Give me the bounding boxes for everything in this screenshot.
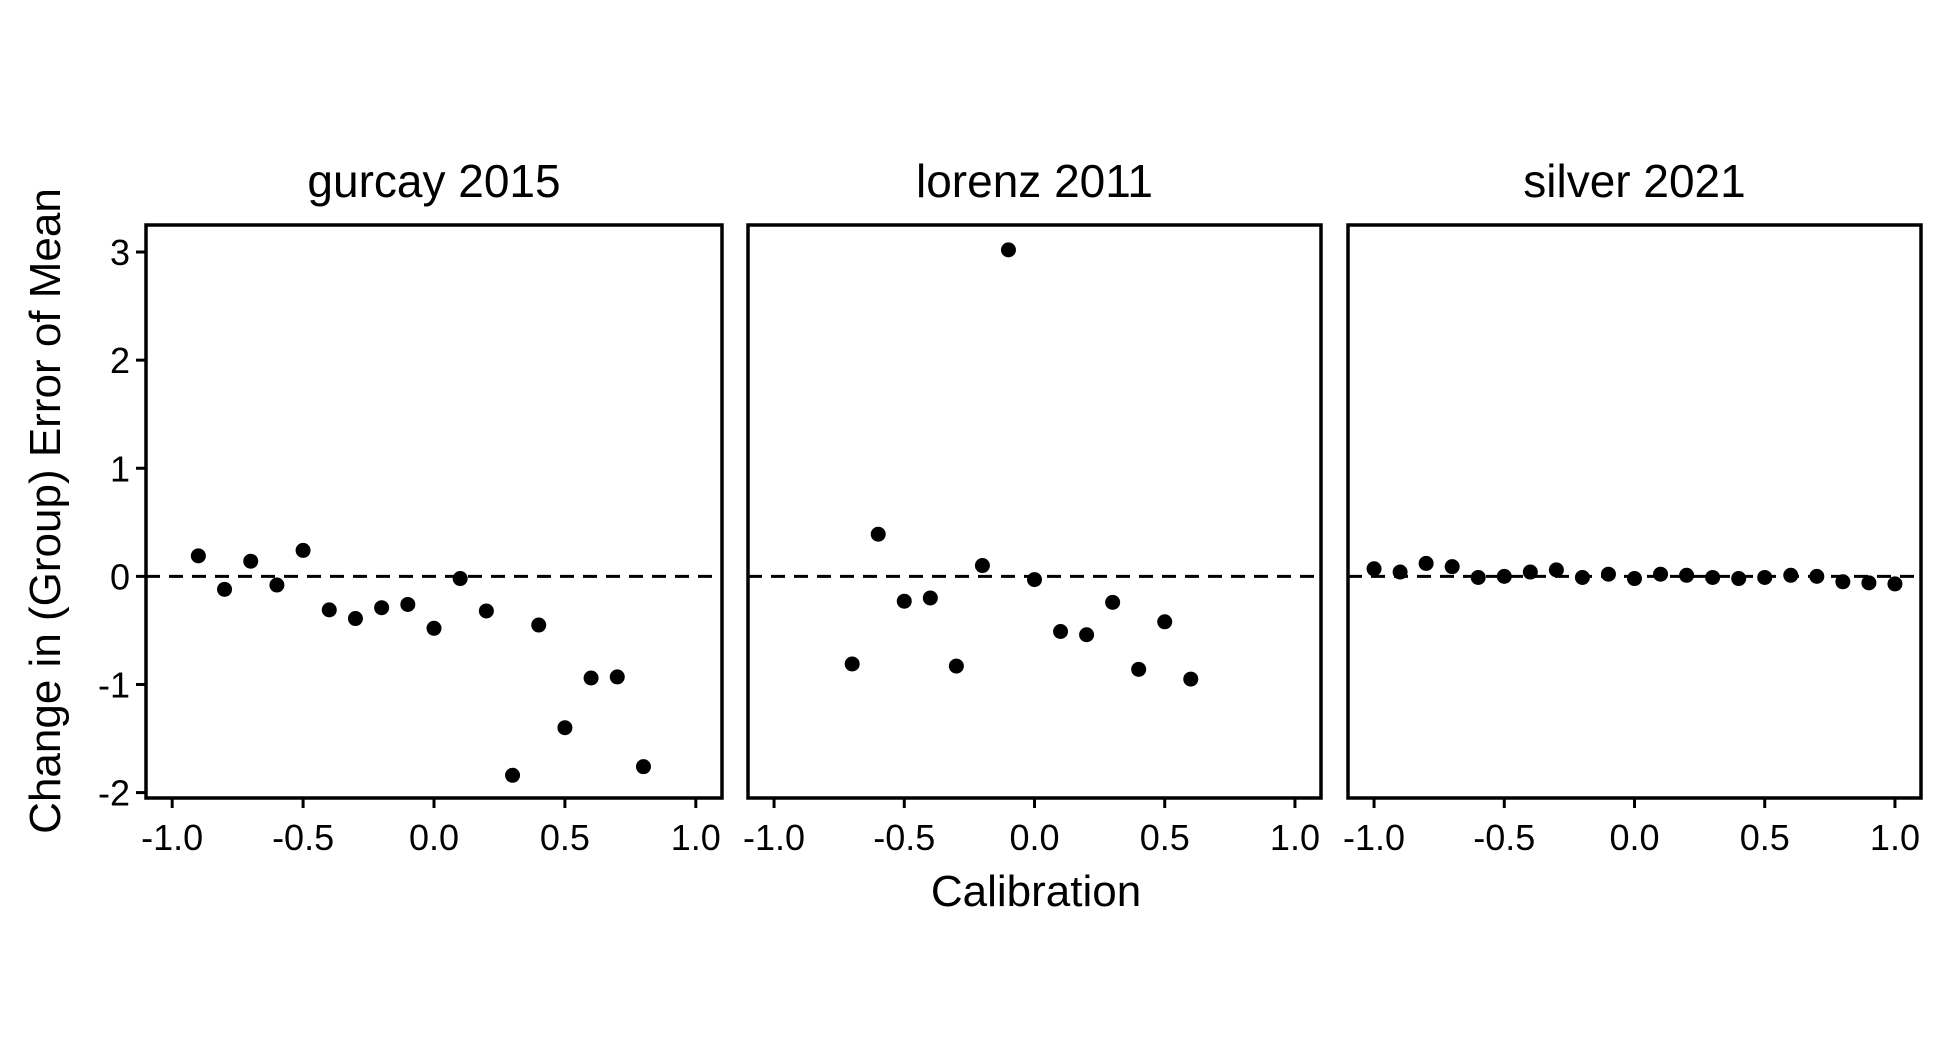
data-point bbox=[1835, 574, 1851, 590]
y-tick-label: 3 bbox=[110, 232, 130, 273]
y-tick-label: 1 bbox=[110, 448, 130, 489]
facet-title: lorenz 2011 bbox=[916, 155, 1153, 207]
x-tick-label: -1.0 bbox=[743, 817, 805, 858]
data-point bbox=[1079, 627, 1095, 643]
data-point bbox=[1679, 567, 1695, 583]
data-point bbox=[400, 596, 416, 612]
y-tick-label: -2 bbox=[98, 773, 130, 814]
data-point bbox=[1027, 572, 1042, 588]
x-tick-label: 0.5 bbox=[540, 817, 590, 858]
data-point bbox=[1053, 624, 1069, 640]
data-point bbox=[870, 526, 886, 542]
data-point bbox=[1105, 594, 1121, 610]
data-point bbox=[347, 611, 363, 627]
x-tick-label: 0.0 bbox=[409, 817, 459, 858]
panel-border bbox=[144, 223, 724, 800]
data-point bbox=[557, 720, 573, 736]
facet-panel: silver 2021 -1.0 -0.5 0.0 0.5 1.0 bbox=[1343, 155, 1923, 858]
data-point bbox=[635, 759, 651, 775]
data-point bbox=[478, 603, 494, 619]
data-point bbox=[1000, 242, 1016, 258]
data-point bbox=[1809, 568, 1825, 584]
data-point bbox=[1600, 566, 1616, 582]
data-point bbox=[1522, 564, 1538, 580]
data-point bbox=[844, 656, 860, 672]
x-tick-label: 0.5 bbox=[1740, 817, 1790, 858]
x-axis-title: Calibration bbox=[931, 867, 1141, 916]
data-point bbox=[1861, 575, 1877, 591]
data-point bbox=[583, 670, 599, 686]
y-tick-label: 0 bbox=[110, 556, 130, 597]
data-point bbox=[217, 581, 233, 597]
data-point bbox=[190, 548, 206, 564]
data-point bbox=[922, 590, 938, 606]
panel-border bbox=[1346, 223, 1923, 800]
x-tick-label: 0.5 bbox=[1140, 817, 1190, 858]
data-point bbox=[1444, 559, 1460, 575]
data-point bbox=[321, 602, 337, 618]
x-tick-label: 1.0 bbox=[1870, 817, 1920, 858]
data-point bbox=[1731, 571, 1747, 587]
panel-border bbox=[746, 223, 1323, 800]
x-tick-label: -1.0 bbox=[1343, 817, 1405, 858]
data-point bbox=[1418, 555, 1434, 571]
data-point bbox=[1183, 671, 1199, 687]
data-point bbox=[1157, 614, 1173, 630]
facet-title: gurcay 2015 bbox=[307, 155, 560, 207]
data-point bbox=[1574, 569, 1590, 585]
data-point bbox=[295, 542, 311, 558]
data-point bbox=[948, 658, 964, 674]
data-point bbox=[1627, 571, 1642, 587]
data-point bbox=[896, 593, 912, 609]
data-point bbox=[1783, 567, 1799, 583]
data-point bbox=[1131, 661, 1147, 677]
data-point bbox=[1653, 566, 1669, 582]
data-point bbox=[374, 600, 390, 616]
data-point bbox=[1496, 568, 1512, 584]
y-axis-title: Change in (Group) Error of Mean bbox=[21, 188, 70, 834]
data-point bbox=[269, 577, 285, 593]
y-tick-label: -1 bbox=[98, 664, 130, 705]
x-tick-label: -0.5 bbox=[873, 817, 935, 858]
y-tick-label: 2 bbox=[110, 340, 130, 381]
data-point bbox=[1470, 569, 1486, 585]
x-tick-label: -0.5 bbox=[1473, 817, 1535, 858]
facets-layer: gurcay 2015 -1.0 -0.5 0.0 0.5 1.0 -2 -1 0 1 2 3 lore… bbox=[98, 155, 1923, 858]
x-tick-label: 0.0 bbox=[1609, 817, 1659, 858]
data-point bbox=[974, 558, 990, 574]
data-point bbox=[531, 617, 547, 633]
data-point bbox=[609, 669, 625, 685]
data-point bbox=[1757, 569, 1773, 585]
facet-panel: lorenz 2011 -1.0 -0.5 0.0 0.5 1.0 bbox=[743, 155, 1323, 858]
x-tick-label: 1.0 bbox=[1270, 817, 1320, 858]
data-point bbox=[1705, 569, 1721, 585]
x-tick-label: 1.0 bbox=[671, 817, 721, 858]
data-point bbox=[505, 767, 521, 783]
data-point bbox=[452, 571, 468, 587]
data-point bbox=[1366, 561, 1382, 577]
data-point bbox=[1392, 564, 1408, 580]
x-tick-label: -0.5 bbox=[272, 817, 334, 858]
facet-panel: gurcay 2015 -1.0 -0.5 0.0 0.5 1.0 -2 -1 0 1 2 3 bbox=[98, 155, 724, 858]
x-tick-label: 0.0 bbox=[1009, 817, 1059, 858]
data-point bbox=[243, 553, 259, 569]
facet-title: silver 2021 bbox=[1523, 155, 1745, 207]
data-point bbox=[426, 620, 442, 636]
x-tick-label: -1.0 bbox=[141, 817, 203, 858]
data-point bbox=[1887, 576, 1903, 592]
data-point bbox=[1548, 562, 1564, 578]
